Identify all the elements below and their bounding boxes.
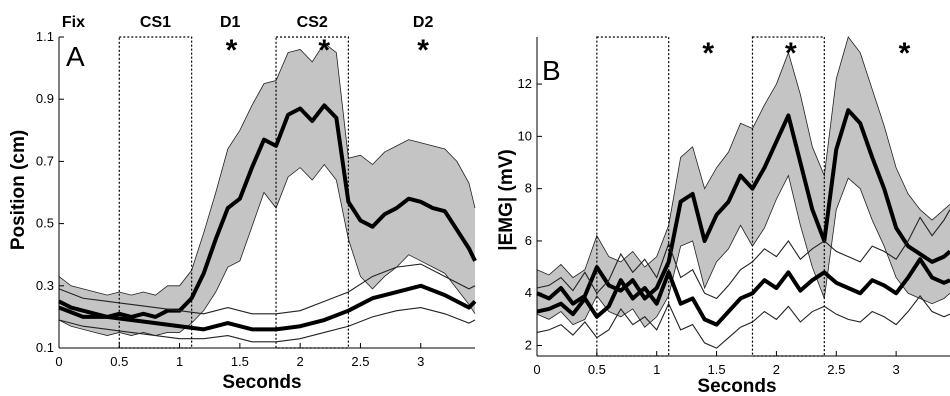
panel-b-x-tick-label-6: 3 [893,362,900,377]
panel-a-series-1-mean-line [58,283,477,332]
panel-b-x-tick-label-0: 0 [533,362,540,377]
panel-b-series-1-upper-line [536,209,950,300]
panel-a-letter: A [66,41,85,72]
panel-a-y-tick-label-0: 0.1 [36,340,54,355]
panel-a-significance-marker-0: * [226,34,238,67]
panel-b-significance-marker-1: * [785,37,797,70]
panel-b-xlabel: Seconds [697,376,776,396]
panel-a-series-0-lower-line [58,163,476,336]
panel-a-phase-box-1 [275,36,349,349]
panel-b-series-0-upper-line [536,36,950,279]
panel-b-significance-marker-2: * [899,37,911,70]
panel-b-y-tick-label-2: 6 [525,233,532,248]
panel-a-series-0-upper-line [58,42,476,296]
panel-a-y-tick-label-3: 0.7 [36,153,54,168]
panel-b: B |EMG| (mV) Seconds 0 0.5 1 1.5 2 2.5 3 2 4 6 8 10… [496,36,950,396]
panel-a-phase-label-0: Fix [62,14,85,31]
panel-a-y-tick-label-1: 0.3 [36,278,54,293]
panel-b-ylabel: |EMG| (mV) [496,149,517,250]
panel-a: A Position (cm) Seconds 0 0.5 1 1.5 2 2.5 3 0.1… [8,14,477,393]
panel-b-x-tick-label-1: 0.5 [588,362,606,377]
panel-b-series-1-mean-line [536,257,950,327]
panel-b-letter: B [542,55,561,86]
panel-a-x-tick-label-6: 3 [417,354,424,369]
panel-a-x-tick-label-0: 0 [55,354,62,369]
panel-a-significance-marker-2: * [417,34,429,67]
panel-b-significance-marker-0: * [702,37,714,70]
panel-a-x-tick-label-4: 2 [297,354,304,369]
panel-b-x-tick-label-3: 1.5 [708,362,726,377]
panel-a-significance-marker-1: * [318,34,330,67]
panel-b-series-1-lower-line [536,294,950,349]
panel-b-x-tick-label-4: 2 [773,362,780,377]
panel-a-x-tick-label-3: 1.5 [231,354,249,369]
panel-a-series-0-band [59,43,475,336]
panel-b-x-tick-label-2: 1 [653,362,660,377]
panel-a-phase-label-2: D1 [220,14,241,31]
panel-a-ylabel: Position (cm) [8,130,29,250]
panel-b-y-tick-label-5: 12 [518,76,532,91]
panel-b-x-tick-label-5: 2.5 [827,362,845,377]
panel-a-phase-label-1: CS1 [140,14,171,31]
panel-a-phase-box-0 [118,36,193,349]
panel-a-x-tick-label-5: 2.5 [351,354,369,369]
panel-a-y-tick-label-2: 0.5 [36,216,54,231]
panel-b-y-tick-label-1: 4 [525,285,532,300]
panel-a-phase-label-4: D2 [413,14,434,31]
panel-a-y-tick-label-4: 0.9 [36,91,54,106]
panel-b-y-tick-label-4: 10 [518,128,532,143]
panel-a-y-tick-label-5: 1.1 [36,29,54,44]
panel-a-xlabel: Seconds [222,372,301,393]
panel-a-phase-label-3: CS2 [297,14,328,31]
panel-b-y-tick-label-3: 8 [525,181,532,196]
panel-a-series-0-mean-line [58,103,477,319]
panel-a-x-tick-label-2: 1 [176,354,183,369]
panel-a-x-tick-label-1: 0.5 [110,354,128,369]
panel-b-series-0-band [537,37,950,328]
panel-b-y-tick-label-0: 2 [525,338,532,353]
